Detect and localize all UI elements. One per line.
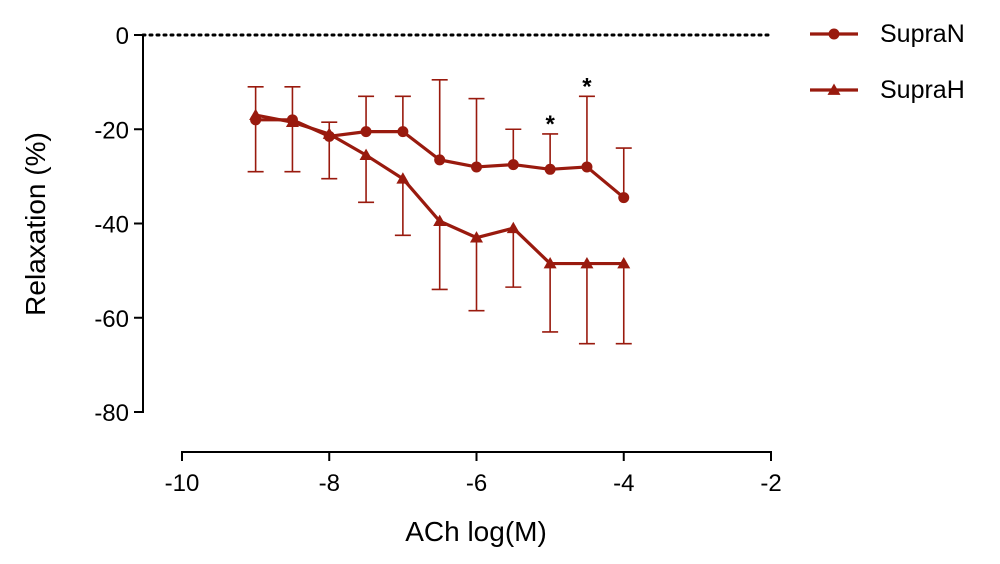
y-tick-label: -80 bbox=[94, 400, 129, 427]
point-suprah bbox=[506, 221, 520, 234]
legend-item-supran: SupraN bbox=[810, 20, 965, 48]
series-suprah bbox=[247, 108, 632, 345]
legend-marker-supran bbox=[828, 28, 840, 40]
point-supran bbox=[397, 126, 409, 138]
y-tick-label: -40 bbox=[94, 212, 129, 239]
x-tick-label: -8 bbox=[319, 470, 340, 497]
x-ticks: -10 -8 -6 -4 -2 bbox=[165, 452, 782, 497]
point-suprah bbox=[543, 257, 557, 269]
point-suprah bbox=[249, 108, 263, 120]
x-tick-label: -10 bbox=[165, 470, 200, 497]
point-supran bbox=[618, 192, 630, 204]
point-supran bbox=[507, 159, 519, 171]
point-supran bbox=[360, 126, 372, 138]
series-layer bbox=[247, 78, 632, 345]
point-supran bbox=[581, 161, 593, 173]
point-suprah bbox=[470, 231, 483, 243]
legend-point-supran bbox=[828, 28, 840, 40]
y-tick-label: 0 bbox=[116, 23, 129, 50]
point-suprah bbox=[285, 115, 299, 128]
y-ticks: 0 -20 -40 -60 -80 bbox=[94, 23, 143, 427]
significance-star: * bbox=[582, 73, 592, 100]
legend-label-suprah: SupraH bbox=[880, 76, 965, 104]
point-suprah bbox=[433, 214, 447, 227]
point-suprah bbox=[322, 127, 336, 139]
x-tick-label: -2 bbox=[760, 470, 781, 497]
legend: SupraN SupraH bbox=[810, 20, 965, 104]
x-tick-label: -6 bbox=[466, 470, 487, 497]
y-tick-label: -20 bbox=[94, 117, 129, 144]
point-suprah bbox=[359, 148, 373, 161]
legend-marker-suprah bbox=[827, 83, 841, 95]
y-axis-title: Relaxation (%) bbox=[20, 132, 51, 316]
x-axis-title: ACh log(M) bbox=[405, 516, 547, 547]
point-supran bbox=[434, 154, 446, 166]
significance-annotations: ** bbox=[545, 73, 592, 138]
legend-label-supran: SupraN bbox=[880, 20, 965, 48]
point-supran bbox=[544, 163, 556, 175]
point-suprah bbox=[580, 257, 594, 269]
significance-star: * bbox=[545, 111, 555, 138]
x-tick-label: -4 bbox=[613, 470, 634, 497]
point-suprah bbox=[396, 172, 410, 184]
point-suprah bbox=[617, 257, 631, 269]
y-tick-label: -60 bbox=[94, 306, 129, 333]
series-supran bbox=[247, 78, 632, 204]
legend-item-suprah: SupraH bbox=[810, 76, 965, 104]
point-supran bbox=[471, 161, 482, 173]
legend-point-suprah bbox=[827, 83, 841, 95]
